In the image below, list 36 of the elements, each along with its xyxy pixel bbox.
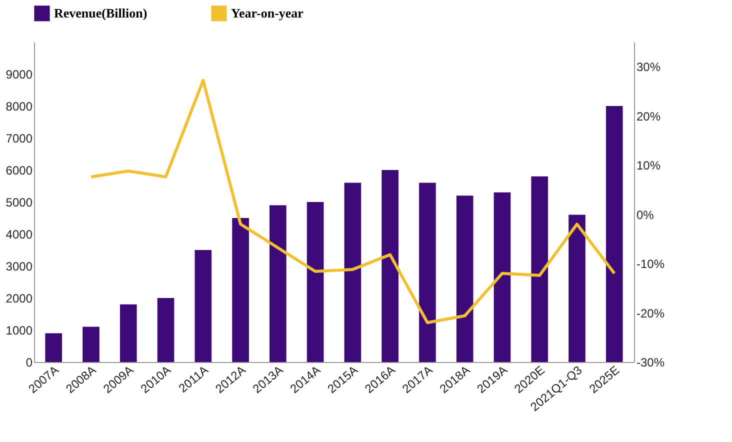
bar [456,196,474,362]
y-tick-label: 0 [26,356,33,370]
y-tick-label: 2000 [6,292,33,306]
bar [120,304,137,362]
bar [382,170,398,362]
y2-tick-label: 20% [636,109,661,124]
y2-tick-label: 30% [636,60,661,74]
legend-label: Year-on-year [231,5,304,20]
y2-tick-label: 10% [636,158,661,173]
y-tick-label: 9000 [6,68,33,82]
legend-label: Revenue(Billion) [54,5,148,20]
bar [45,333,62,362]
bar [531,176,548,362]
bar [494,192,511,362]
bar [419,182,436,362]
y-tick-label: 3000 [6,260,33,274]
bar [606,106,623,362]
y-tick-label: 5000 [6,196,33,210]
bar [232,218,249,362]
y2-tick-label: -20% [636,306,665,320]
bar [306,202,324,362]
y-tick-label: 4000 [6,228,33,242]
bar [82,326,100,362]
bar [568,214,586,362]
bar [157,298,174,362]
bar [344,182,362,362]
y2-tick-label: -30% [636,356,665,370]
bar [270,205,286,362]
bar [194,250,212,362]
y2-tick-label: 0% [636,208,654,222]
y2-tick-label: -10% [636,257,665,272]
y-tick-label: 7000 [6,132,33,146]
y-tick-label: 8000 [6,100,33,114]
y-tick-label: 6000 [6,164,33,178]
y-tick-label: 1000 [6,324,33,338]
line-series [90,78,616,324]
